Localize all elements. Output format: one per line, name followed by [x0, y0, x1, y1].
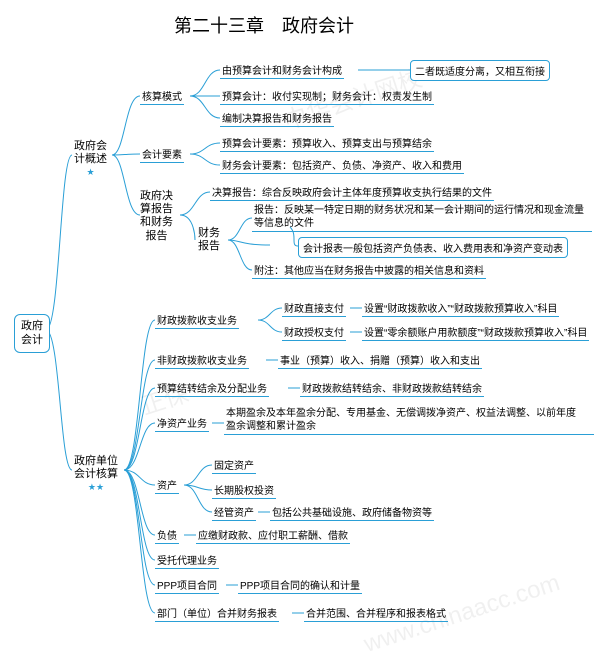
note-liab: 应缴财政款、应付职工薪酬、借款	[196, 527, 350, 544]
leaf-netassets: 净资产业务	[155, 415, 209, 432]
star-icon: ★★	[88, 482, 104, 492]
leaf-fa1: 财政直接支付	[282, 300, 346, 317]
branch-elements: 会计要素	[140, 146, 184, 163]
leaf-fr2-box: 会计报表一般包括资产负债表、收入费用表和净资产变动表	[298, 237, 568, 258]
leaf-as3: 经管资产	[212, 504, 256, 521]
leaf-trust: 受托代理业务	[155, 552, 219, 569]
branch-overview: 政府会计概述 ★	[74, 140, 107, 180]
leaf-ppp: PPP项目合同	[155, 577, 219, 594]
leaf-fr1: 报告：反映某一特定日期的财务状况和某一会计期间的运行情况和现金流量等信息的文件	[252, 205, 592, 232]
root-label: 政府会计	[21, 320, 43, 346]
leaf-am1: 由预算会计和财务会计构成	[220, 62, 344, 79]
branch-label: 政府单位会计核算	[74, 455, 118, 480]
star-icon: ★	[86, 167, 94, 177]
leaf-am2: 预算会计：收付实现制；财务会计：权责发生制	[220, 88, 434, 105]
branch-label: 政府决算报告和财务报告	[140, 190, 173, 242]
note-ppp: PPP项目合同的确认和计量	[238, 577, 362, 594]
branch-unit-accounting: 政府单位会计核算 ★★	[74, 455, 118, 495]
leaf-rp1: 决算报告：综合反映政府会计主体年度预算收支执行结果的文件	[210, 184, 494, 201]
page-title: 第二十三章 政府会计	[174, 12, 354, 38]
note-am1: 二者既适度分离，又相互衔接	[410, 60, 550, 81]
leaf-ae1: 预算会计要素：预算收入、预算支出与预算结余	[220, 135, 434, 152]
branch-assets: 资产	[155, 477, 179, 494]
branch-label: 财务报告	[198, 227, 220, 252]
leaf-nonfis: 非财政拨款收支业务	[155, 352, 249, 369]
note-as3: 包括公共基础设施、政府储备物资等	[270, 504, 434, 521]
note-carryover: 财政拨款结转结余、非财政拨款结转结余	[300, 380, 484, 397]
leaf-as1: 固定资产	[212, 457, 256, 474]
leaf-liab: 负债	[155, 527, 179, 544]
branch-reports: 政府决算报告和财务报告	[140, 190, 173, 243]
note-nonfis: 事业（预算）收入、捐赠（预算）收入和支出	[278, 352, 482, 369]
note-fa1: 设置“财政拨款收入”“财政拨款预算收入”科目	[362, 300, 559, 317]
note-consol: 合并范围、合并程序和报表格式	[304, 605, 448, 622]
leaf-am3: 编制决算报告和财务报告	[220, 110, 334, 127]
note-fa2: 设置“零余额账户用款额度”“财政拨款预算收入”科目	[362, 324, 589, 341]
root-node: 政府会计	[14, 314, 50, 353]
note-netassets: 本期盈余及本年盈余分配、专用基金、无偿调拨净资产、权益法调整、以前年度盈余调整和…	[224, 408, 594, 435]
leaf-fa2: 财政授权支付	[282, 324, 346, 341]
branch-fis-approp: 财政拨款收支业务	[155, 312, 239, 329]
leaf-ae2: 财务会计要素：包括资产、负债、净资产、收入和费用	[220, 157, 464, 174]
leaf-consol: 部门（单位）合并财务报表	[155, 605, 279, 622]
leaf-carryover: 预算结转结余及分配业务	[155, 380, 269, 397]
leaf-fr3: 附注：其他应当在财务报告中披露的相关信息和资料	[252, 262, 486, 279]
branch-label: 政府会计概述	[74, 140, 107, 165]
branch-accounting-model: 核算模式	[140, 88, 184, 105]
branch-fin-report: 财务报告	[198, 227, 220, 253]
leaf-as2: 长期股权投资	[212, 482, 276, 499]
